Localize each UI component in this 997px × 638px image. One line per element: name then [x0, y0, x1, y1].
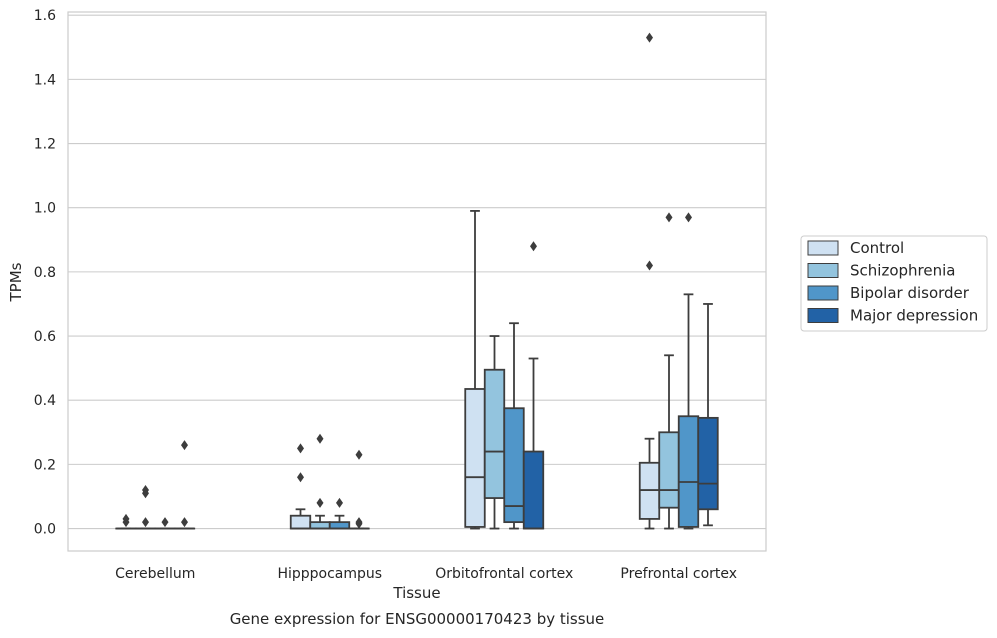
box-body	[483, 368, 506, 499]
legend-label: Schizophrenia	[850, 262, 955, 280]
gridlines	[68, 14, 766, 530]
box-control	[638, 32, 661, 530]
chart-caption: Gene expression for ENSG00000170423 by t…	[230, 610, 605, 628]
box-major-depression	[348, 449, 370, 530]
box-control	[464, 210, 486, 530]
box-major-depression	[522, 241, 545, 530]
y-axis-ticks: 0.0 0.2 0.4 0.6 0.8 1.0 1.2 1.4 1.6	[34, 8, 56, 537]
outlier-point	[316, 497, 324, 508]
legend-frame	[800, 235, 988, 332]
y-tick-label: 0.6	[34, 329, 56, 345]
legend-label: Major depression	[850, 307, 978, 325]
box-major-depression	[173, 440, 196, 530]
box-schizophrenia	[483, 335, 506, 530]
box-schizophrenia	[309, 433, 331, 530]
box-bipolar-disorder	[154, 517, 176, 530]
box-control	[115, 513, 137, 530]
outlier-point	[161, 517, 169, 528]
x-tick-label: Cerebellum	[115, 566, 195, 582]
outlier-point	[181, 440, 188, 451]
legend-swatch	[807, 240, 839, 256]
box-body	[658, 431, 680, 509]
box-body	[289, 514, 312, 530]
outlier-point	[646, 32, 653, 43]
outlier-point	[355, 517, 363, 528]
legend-label: Control	[850, 239, 904, 257]
outlier-point	[316, 433, 324, 444]
x-tick-label: Hipppocampus	[277, 566, 382, 582]
box-bipolar-disorder	[328, 497, 351, 530]
legend-swatch	[807, 285, 839, 301]
y-tick-label: 1.2	[34, 137, 56, 153]
outlier-point	[181, 517, 188, 528]
box-body	[522, 450, 545, 530]
box-schizophrenia	[134, 485, 157, 530]
box-schizophrenia	[658, 212, 680, 530]
box-body	[677, 415, 700, 528]
y-tick-label: 0.4	[34, 393, 56, 409]
y-tick-label: 1.4	[34, 72, 56, 88]
outlier-point	[646, 260, 653, 271]
outlier-point	[142, 517, 149, 528]
outlier-point	[142, 485, 149, 496]
box-body	[464, 388, 486, 528]
y-tick-label: 1.0	[34, 201, 56, 217]
y-tick-label: 0.8	[34, 265, 56, 281]
box-body	[328, 521, 351, 530]
y-tick-label: 1.6	[34, 8, 56, 24]
y-axis-title: TPMs	[7, 262, 25, 302]
box-body	[697, 416, 719, 511]
x-axis-ticks: Cerebellum Hipppocampus Orbitofrontal cort…	[115, 566, 737, 582]
plot-frame	[67, 11, 767, 552]
y-tick-label: 0.0	[34, 522, 56, 538]
outlier-point	[336, 497, 343, 508]
outlier-point	[685, 212, 692, 223]
box-major-depression	[697, 303, 719, 527]
box-bipolar-disorder	[503, 322, 525, 530]
legend-swatch	[807, 263, 839, 278]
boxes	[115, 32, 719, 530]
outlier-point	[297, 443, 304, 454]
outlier-point	[530, 241, 537, 252]
x-tick-label: Orbitofrontal cortex	[435, 566, 573, 582]
x-axis-title: Tissue	[392, 584, 440, 602]
legend: Control Schizophrenia Bipolar disorder Majo…	[800, 235, 988, 332]
outlier-point	[355, 449, 363, 460]
box-control	[289, 443, 312, 530]
x-tick-label: Prefrontal cortex	[620, 566, 737, 582]
box-body	[503, 407, 525, 524]
y-tick-label: 0.2	[34, 457, 56, 473]
outlier-point	[122, 513, 130, 524]
outlier-point	[665, 212, 673, 223]
box-body	[309, 521, 331, 530]
legend-label: Bipolar disorder	[850, 284, 970, 302]
box-bipolar-disorder	[677, 212, 700, 530]
legend-swatch	[807, 308, 839, 323]
outlier-point	[297, 472, 304, 483]
